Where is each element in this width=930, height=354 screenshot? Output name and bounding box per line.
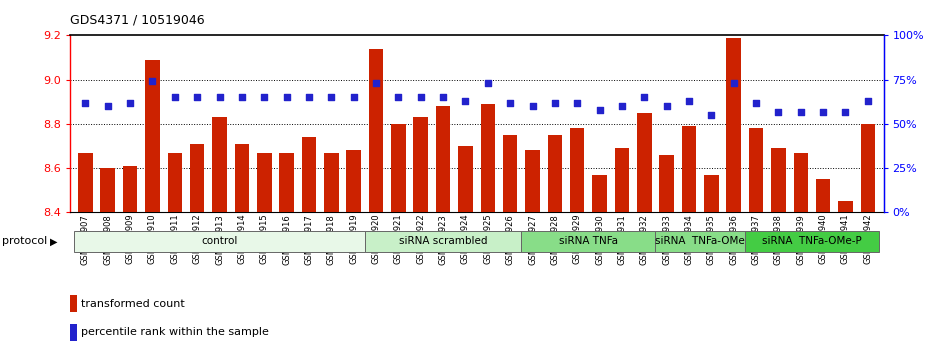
Point [771,109,786,114]
Point [704,112,719,118]
Bar [793,153,808,212]
Bar [70,295,76,312]
Text: siRNA  TNFa-OMe: siRNA TNFa-OMe [656,236,745,246]
Point [458,98,472,104]
Text: GDS4371 / 10519046: GDS4371 / 10519046 [70,13,205,27]
Bar [346,150,361,212]
Point [123,100,138,105]
Text: siRNA TNFa: siRNA TNFa [559,236,618,246]
Point [435,95,450,100]
Bar [525,150,539,212]
Text: siRNA scrambled: siRNA scrambled [399,236,487,246]
Point [301,95,316,100]
Point [525,103,540,109]
Bar [123,166,138,212]
Point [190,95,205,100]
Bar [749,129,764,212]
Bar [570,129,584,212]
Bar [74,231,365,252]
Point [637,95,652,100]
Text: protocol: protocol [2,236,47,246]
Point [212,95,227,100]
Bar [592,175,607,212]
Bar [145,60,160,212]
Bar [365,231,522,252]
Point [279,95,294,100]
Bar [257,153,272,212]
Point [413,95,428,100]
Bar [656,231,745,252]
Point [816,109,830,114]
Bar [481,104,495,212]
Text: percentile rank within the sample: percentile rank within the sample [81,327,270,337]
Point [659,103,674,109]
Bar [659,155,674,212]
Bar [279,153,294,212]
Point [78,100,93,105]
Point [726,80,741,86]
Text: control: control [202,236,238,246]
Point [548,100,563,105]
Bar [369,49,383,212]
Bar [212,117,227,212]
Bar [458,146,472,212]
Bar [100,168,115,212]
Point [860,98,875,104]
Bar [436,106,450,212]
Bar [301,137,316,212]
Point [145,79,160,84]
Bar [771,148,786,212]
Bar [392,124,405,212]
Point [570,100,585,105]
Point [793,109,808,114]
Point [503,100,518,105]
Point [838,109,853,114]
Bar [234,144,249,212]
Point [592,107,607,113]
Bar [503,135,517,212]
Bar [637,113,652,212]
Bar [682,126,697,212]
Bar [70,324,76,341]
Text: transformed count: transformed count [81,299,185,309]
Point [234,95,249,100]
Bar [745,231,879,252]
Point [257,95,272,100]
Bar [167,153,182,212]
Point [615,103,630,109]
Point [100,103,115,109]
Bar [838,201,853,212]
Bar [615,148,630,212]
Point [346,95,361,100]
Bar [190,144,205,212]
Text: ▶: ▶ [50,236,58,246]
Bar [860,124,875,212]
Point [749,100,764,105]
Bar [324,153,339,212]
Bar [726,38,741,212]
Text: siRNA  TNFa-OMe-P: siRNA TNFa-OMe-P [762,236,862,246]
Point [167,95,182,100]
Point [481,80,496,86]
Bar [548,135,562,212]
Point [368,80,383,86]
Bar [704,175,719,212]
Point [682,98,697,104]
Bar [522,231,656,252]
Bar [816,179,830,212]
Bar [414,117,428,212]
Point [324,95,339,100]
Bar [78,153,93,212]
Point [391,95,405,100]
